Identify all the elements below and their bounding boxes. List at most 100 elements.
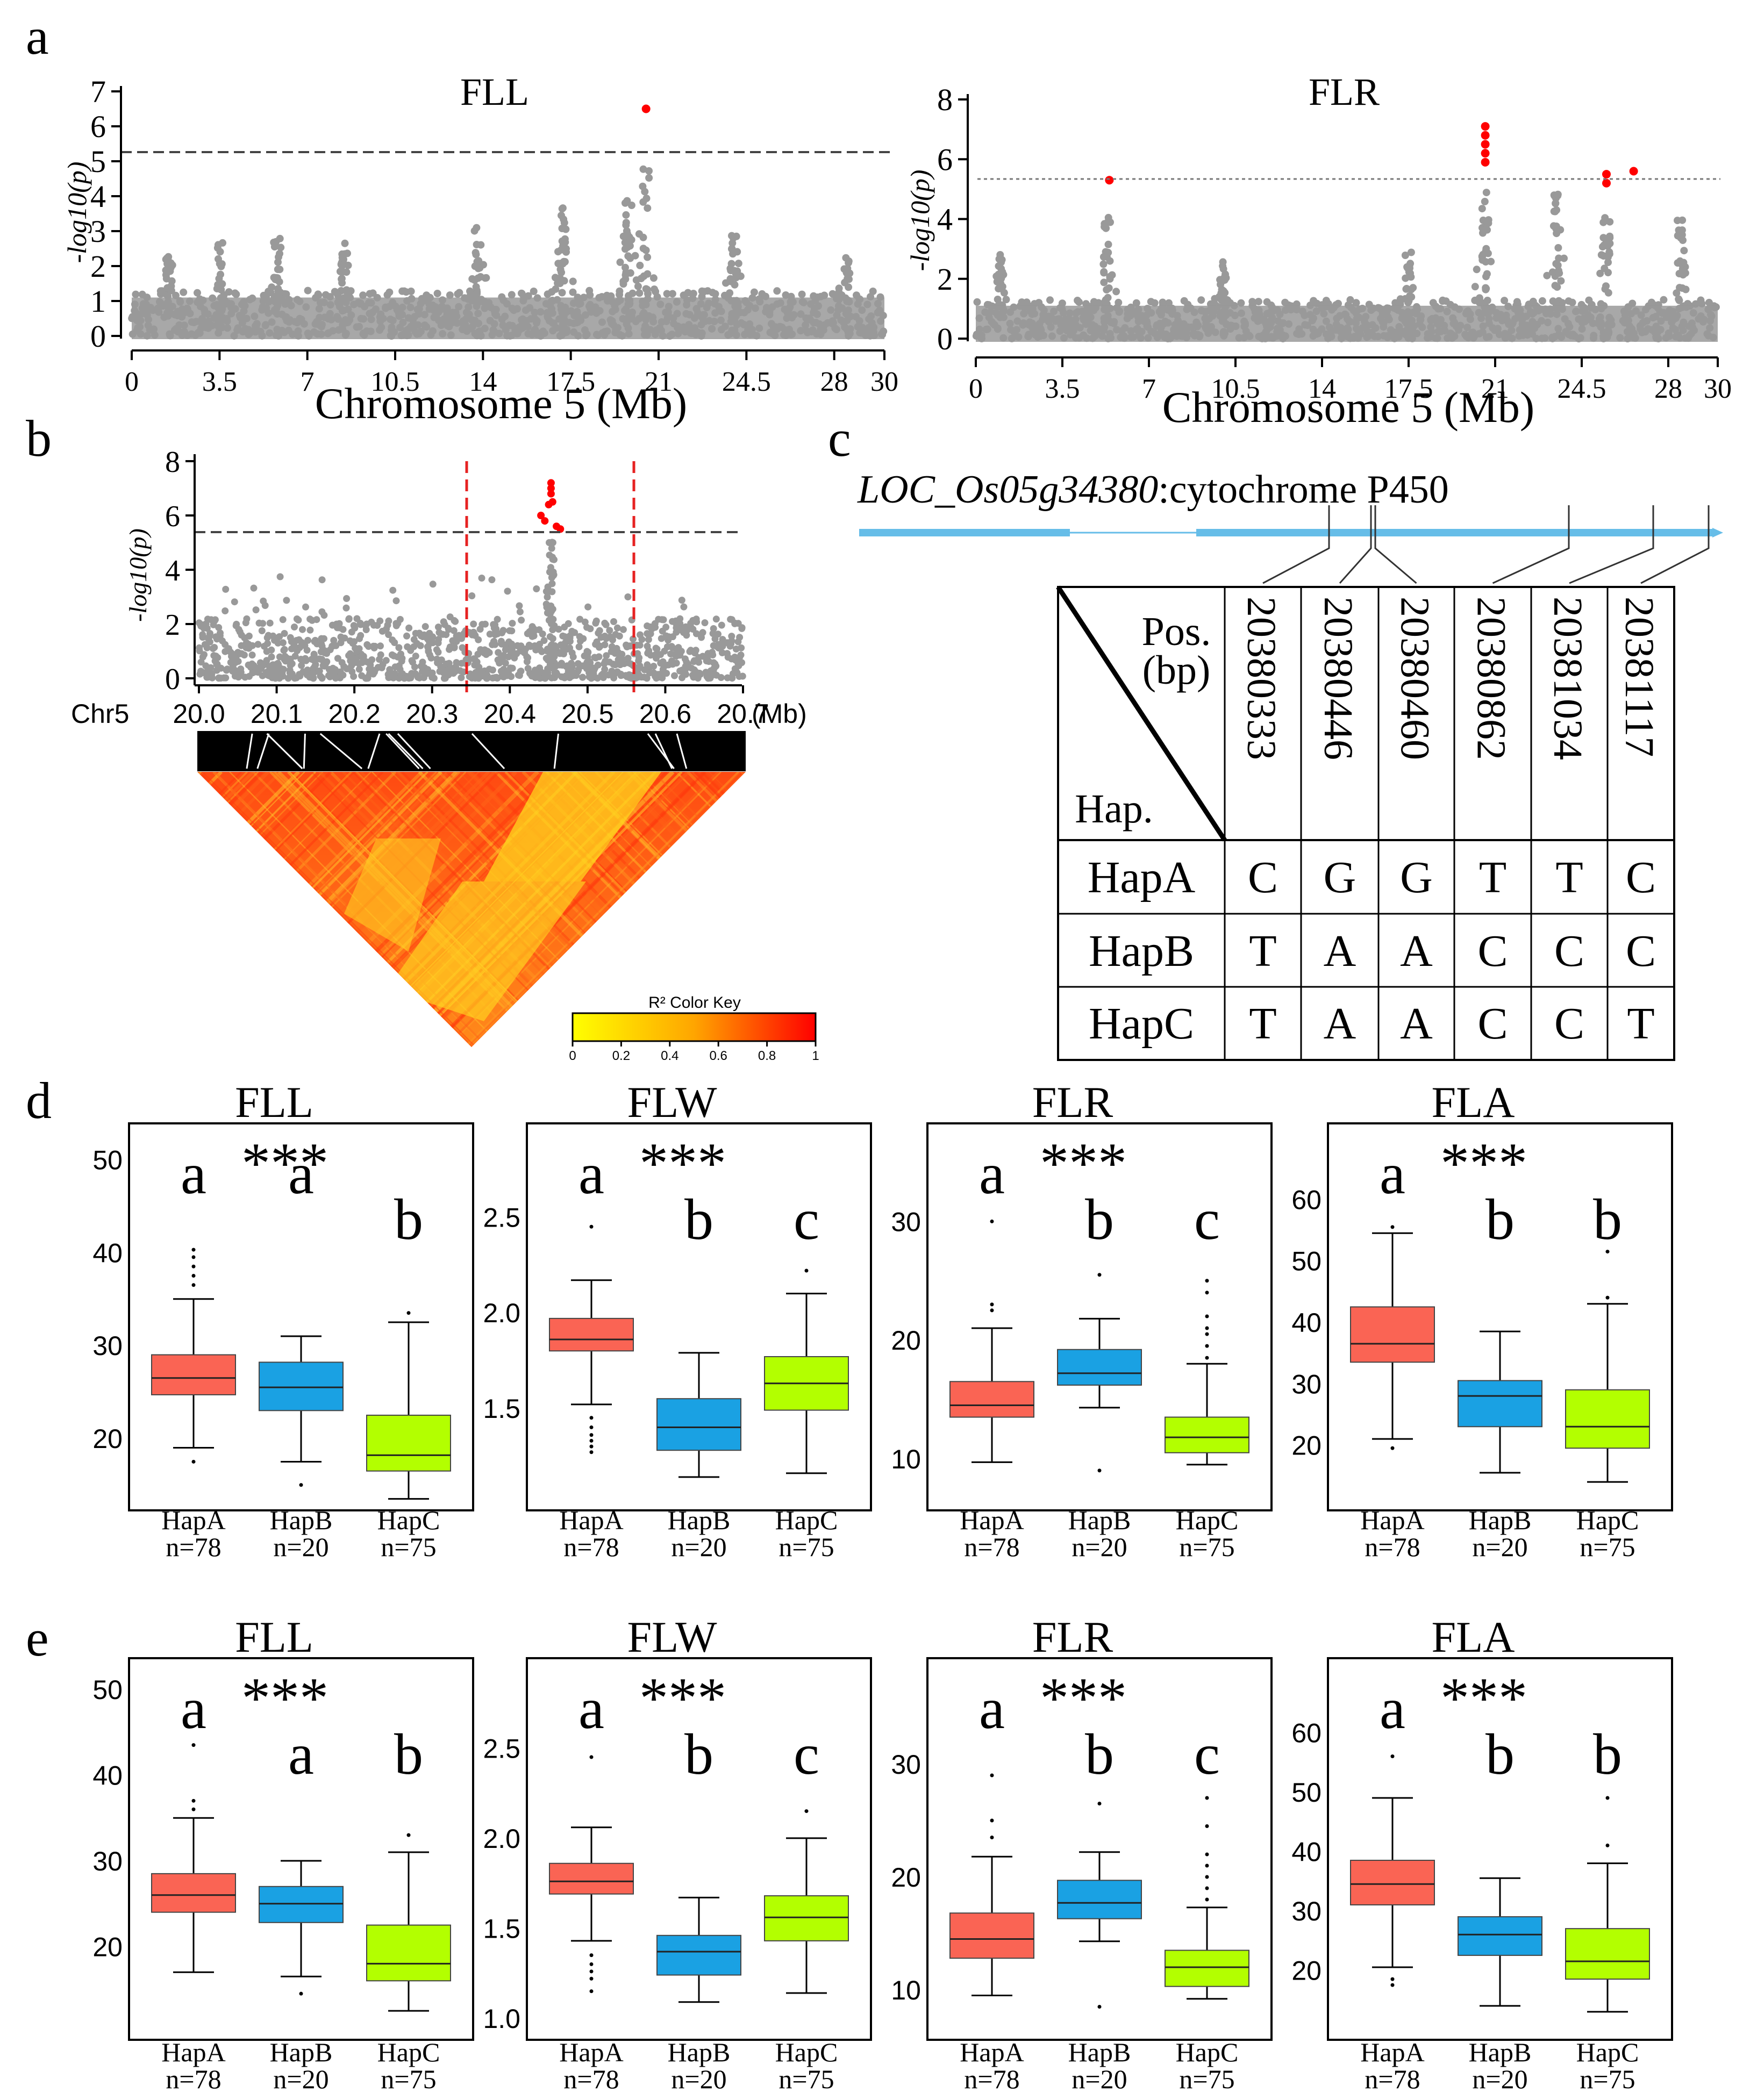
gwas-point: [1103, 286, 1111, 293]
regional-point: [474, 650, 482, 658]
table-hap-label: Hap.: [1075, 786, 1153, 832]
gwas-point: [995, 285, 1003, 293]
ld-marker-bar: [197, 731, 746, 771]
gene-exon-1: [859, 529, 1070, 536]
regional-point: [599, 674, 607, 682]
box-outlier: [589, 1224, 594, 1229]
group-letter: a: [1380, 1677, 1405, 1741]
regional-point: [408, 657, 416, 664]
regional-point: [583, 648, 591, 655]
box-outlier: [1205, 1875, 1209, 1879]
manhattan-flr-points: [972, 189, 1720, 342]
x-tick-label: 28: [820, 367, 848, 397]
regional-point: [486, 630, 494, 638]
y-tick-label: 20: [1291, 1956, 1322, 1986]
box-hapb: [1458, 1330, 1542, 1474]
gwas-point: [627, 202, 635, 209]
gwas-point: [455, 289, 463, 297]
panel-letter-d: d: [26, 1072, 52, 1129]
regional-point: [577, 637, 584, 645]
regional-point: [258, 665, 265, 672]
box-iqr: [656, 1398, 741, 1451]
boxplot-title: FLR: [1032, 1612, 1113, 1661]
group-letter: a: [288, 1142, 314, 1206]
regional-point: [692, 615, 700, 623]
regional-point: [497, 668, 505, 675]
box-outlier: [1205, 1344, 1209, 1348]
ld-marker-lines: [246, 733, 688, 770]
regional-plot-significant: [537, 479, 565, 533]
regional-point: [635, 671, 642, 678]
regional-point: [595, 653, 603, 661]
regional-point: [303, 647, 311, 654]
significance-stars: ***: [241, 1666, 328, 1730]
gwas-point: [1478, 205, 1486, 213]
gwas-point: [338, 275, 346, 283]
manhattan-fll-title: FLL: [460, 70, 529, 113]
y-tick-label: 60: [1291, 1185, 1322, 1215]
box-iqr: [656, 1934, 741, 1976]
box-hapb: [1057, 1802, 1142, 2009]
group-n: n=75: [1179, 2064, 1234, 2094]
regional-point: [466, 673, 473, 680]
regional-point: [470, 629, 477, 637]
group-letter: b: [394, 1723, 423, 1787]
haplotype-name: HapB: [1089, 926, 1194, 976]
regional-point: [676, 615, 684, 622]
gwas-point: [274, 266, 282, 274]
regional-point: [479, 672, 487, 680]
gwas-point: [641, 188, 649, 196]
box-iqr: [366, 1924, 451, 1982]
gwas-point: [996, 251, 1004, 259]
regional-point: [659, 627, 666, 635]
regional-point: [229, 668, 237, 675]
y-tick-label: 20: [92, 1932, 123, 1962]
regional-point: [681, 655, 689, 663]
boxplot-title: FLL: [235, 1612, 313, 1661]
y-tick-label: 1.5: [483, 1394, 520, 1424]
regional-point: [606, 627, 613, 634]
box-hapc: [764, 1268, 849, 1474]
gwas-point: [663, 290, 671, 298]
regional-point: [555, 626, 562, 633]
group-n: n=75: [381, 1532, 436, 1562]
regional-point: [669, 618, 676, 625]
regional-point: [583, 623, 590, 631]
regional-point: [276, 633, 283, 640]
group-name: HapB: [1469, 2037, 1532, 2067]
regional-point: [292, 674, 300, 682]
box-iqr: [764, 1895, 849, 1941]
box-iqr: [1165, 1950, 1249, 1987]
regional-point: [425, 648, 432, 655]
y-tick-label: 2: [937, 262, 953, 297]
x-tick-label: 20.7: [717, 699, 769, 729]
r2-color-key-title: R² Color Key: [648, 994, 741, 1012]
gwas-point: [1554, 244, 1562, 252]
gwas-point: [622, 211, 630, 219]
gwas-point: [274, 287, 282, 295]
gwas-point: [1018, 298, 1026, 306]
regional-point: [204, 615, 211, 623]
table-pos-label: Pos.: [1142, 609, 1211, 654]
regional-point: [516, 602, 523, 610]
regional-point: [299, 626, 306, 633]
regional-point: [338, 659, 346, 666]
regional-point: [237, 650, 244, 657]
regional-point: [252, 606, 260, 614]
group-name: HapA: [1360, 2037, 1424, 2067]
regional-point: [302, 603, 309, 611]
y-tick-label: 8: [937, 82, 953, 117]
group-n: n=78: [1365, 1532, 1420, 1562]
gwas-point: [558, 211, 565, 219]
group-n: n=78: [563, 1532, 619, 1562]
box-hapb: [1057, 1273, 1142, 1473]
regional-point: [539, 630, 546, 637]
gwas-point: [1698, 300, 1706, 308]
y-tick-label: 20: [92, 1424, 123, 1454]
regional-point: [391, 639, 398, 646]
regional-point: [345, 615, 353, 622]
regional-point: [499, 627, 507, 634]
x-tick-label: 30: [870, 367, 898, 397]
regional-point: [561, 674, 568, 682]
gwas-point: [217, 270, 224, 278]
